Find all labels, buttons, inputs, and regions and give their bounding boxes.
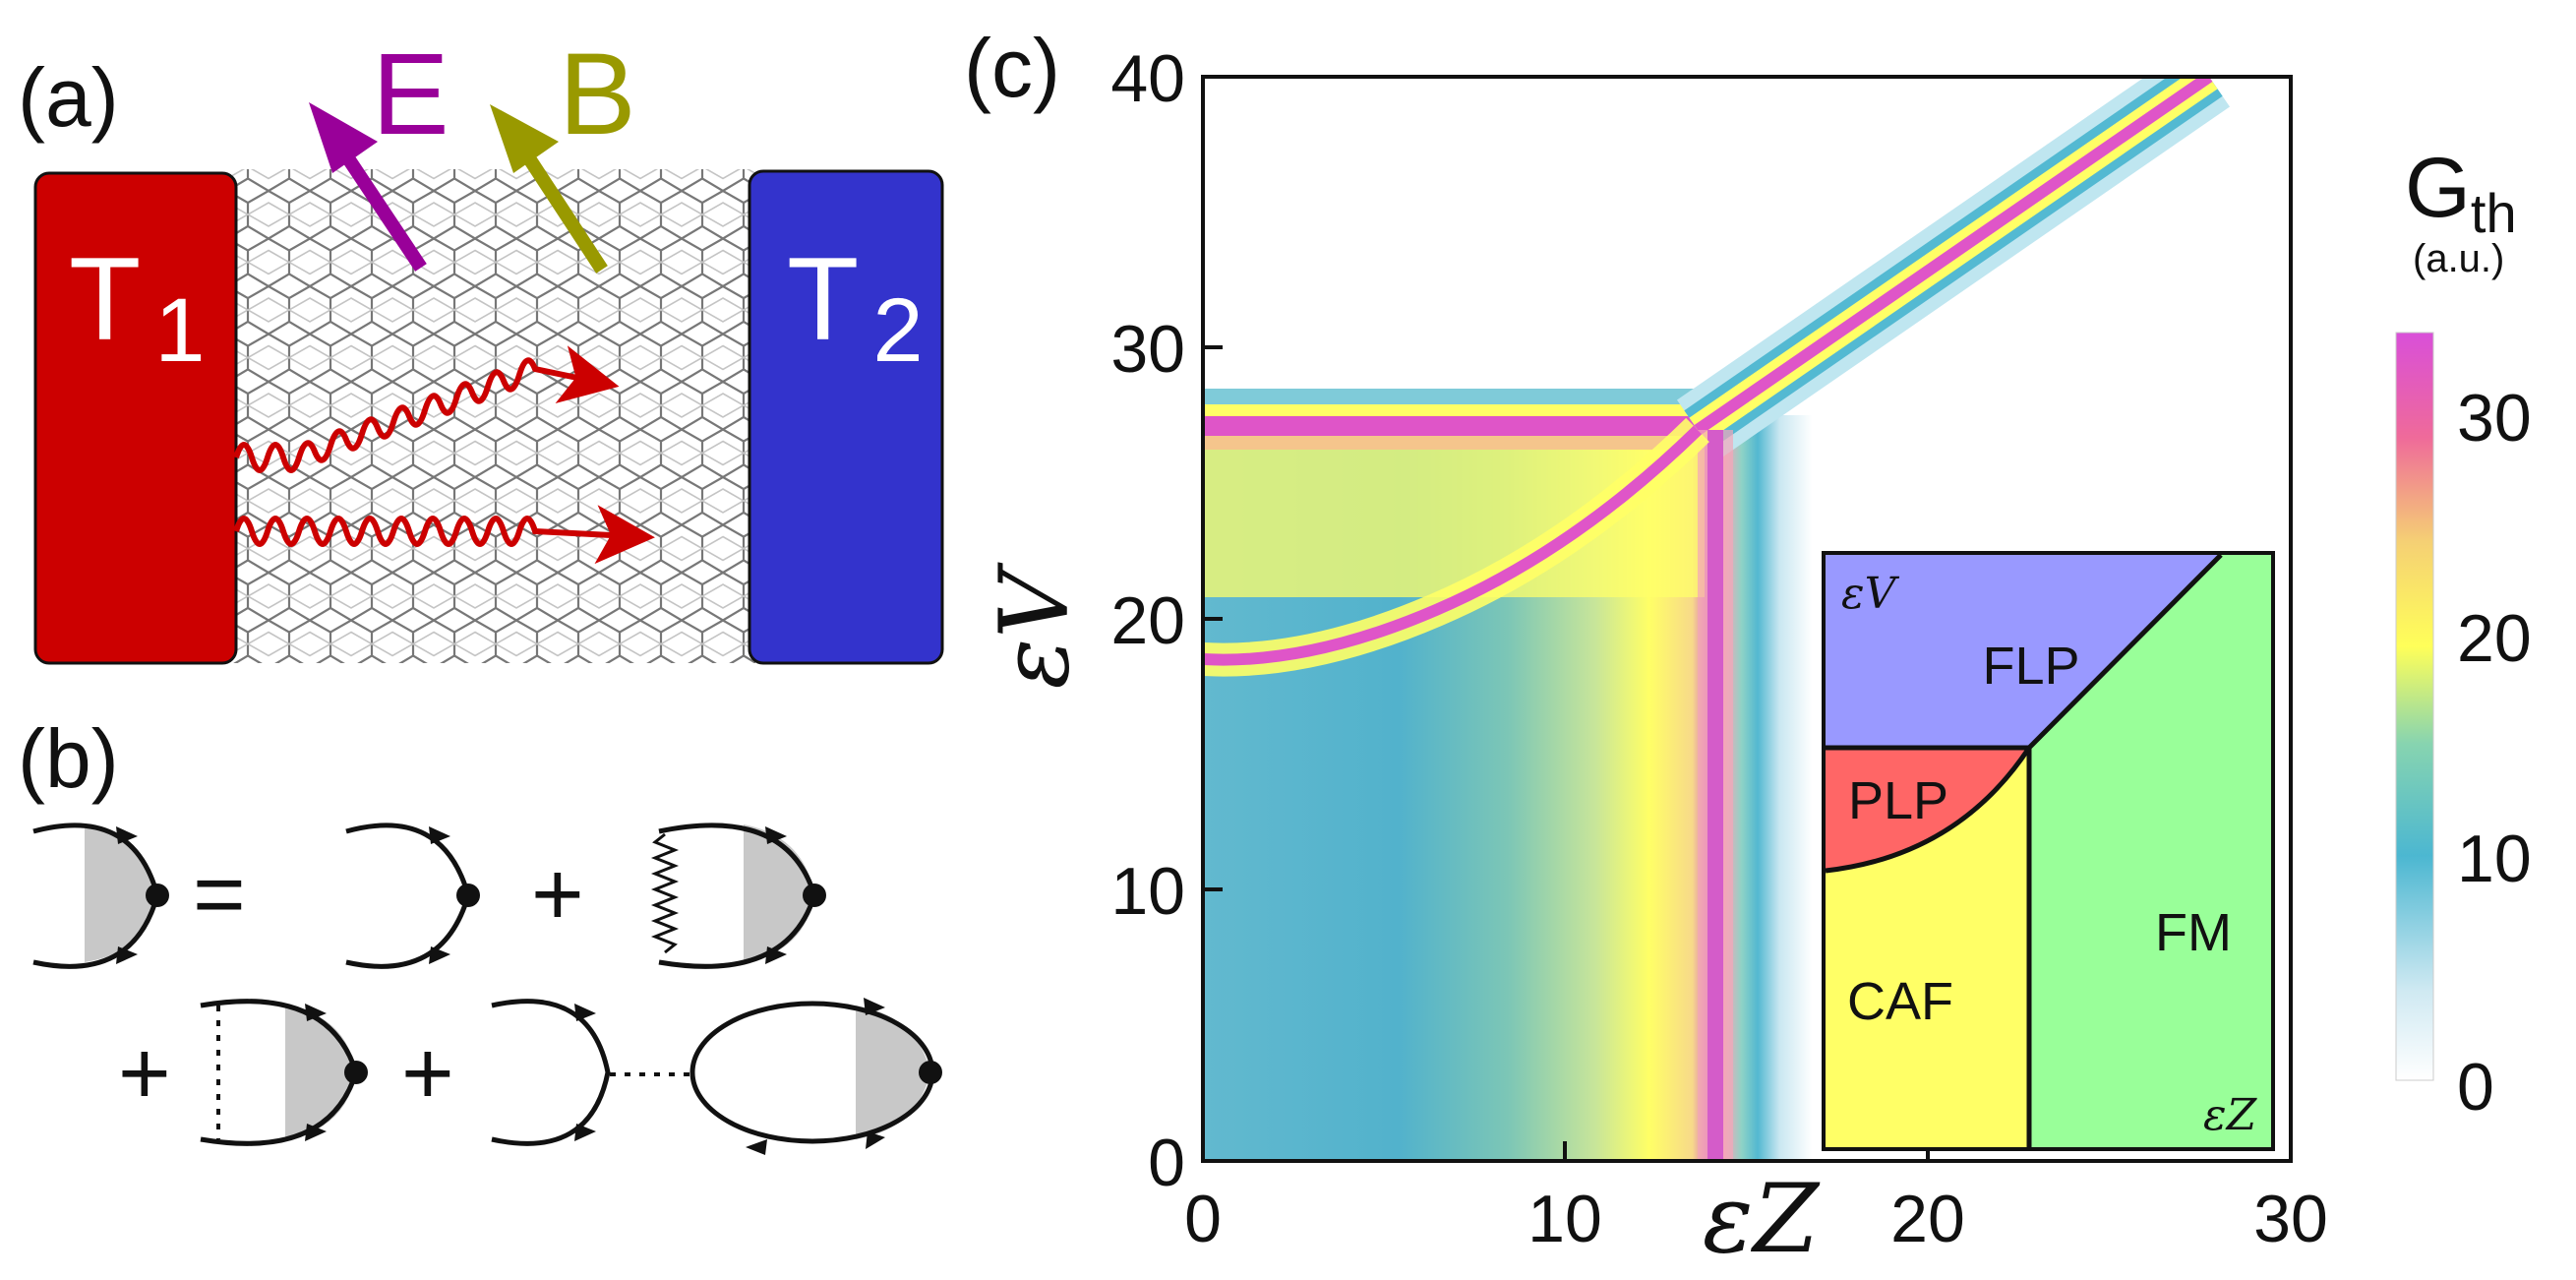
graphene-sheet — [232, 169, 755, 663]
inset-label-plp: PLP — [1848, 771, 1948, 830]
inset-label-flp: FLP — [1982, 637, 2079, 696]
left-lead-subscript: 1 — [154, 280, 205, 381]
inset-x-label: εZ — [2203, 1090, 2258, 1140]
colorbar-title: Gth — [2405, 141, 2517, 244]
region-plp — [1826, 748, 2029, 871]
region-flp — [1826, 555, 2221, 748]
plus-sign-1: + — [531, 844, 584, 945]
magnetic-field-label: B — [559, 30, 636, 159]
plus-sign-3: + — [401, 1023, 454, 1124]
x-axis-label: εZ — [1703, 1164, 1822, 1274]
right-lead-label: T — [787, 233, 859, 365]
inset-y-label: εV — [1841, 569, 1900, 619]
y-axis-label: εV — [980, 562, 1090, 690]
y-tick-label: 10 — [1110, 854, 1185, 929]
y-tick-label: 20 — [1110, 583, 1185, 658]
colorbar-tick-label: 30 — [2457, 381, 2532, 456]
x-tick-label: 20 — [1890, 1182, 1965, 1256]
y-tick-label: 30 — [1110, 312, 1185, 387]
diagram-ladder-vertex — [650, 823, 826, 969]
x-tick-label: 0 — [1184, 1182, 1222, 1256]
diagram-full-vertex — [32, 823, 169, 969]
electric-field-arrow: E — [309, 30, 449, 272]
left-lead-label: T — [69, 233, 141, 365]
colorbar-tick-label: 0 — [2457, 1050, 2494, 1125]
region-fm — [2029, 555, 2271, 1147]
plus-sign-2: + — [118, 1023, 171, 1124]
colorbar-unit: (a.u.) — [2413, 237, 2504, 280]
y-tick-label: 40 — [1110, 41, 1185, 116]
y-tick-label: 0 — [1148, 1126, 1185, 1200]
colorbar-tick-label: 10 — [2457, 822, 2532, 896]
inset-label-caf: CAF — [1847, 972, 1953, 1031]
magnon-wave-lower — [233, 505, 655, 565]
diagram-exchange-vertex — [200, 999, 368, 1146]
x-tick-label: 10 — [1528, 1182, 1602, 1256]
svg-text:T1: T1 — [69, 233, 205, 381]
magnetic-field-arrow: B — [490, 30, 636, 274]
phase-diagram-inset: FLP PLP CAF FM εV εZ — [1822, 551, 2275, 1151]
colorbar-tick-label: 20 — [2457, 601, 2532, 676]
diagram-bare-vertex — [345, 823, 480, 969]
panel-c-label: (c) — [964, 22, 1060, 114]
x-tick-label: 30 — [2253, 1182, 2328, 1256]
colorbar: Gth (a.u.) 0 10 20 30 — [2395, 141, 2532, 1125]
magnon-wave-upper — [233, 345, 620, 473]
panel-b-label: (b) — [18, 712, 119, 805]
diagram-bubble-chain — [491, 998, 942, 1155]
svg-text:T2: T2 — [787, 233, 923, 381]
equals-sign: = — [193, 844, 246, 945]
inset-label-fm: FM — [2155, 903, 2232, 962]
electric-field-label: E — [372, 30, 449, 159]
x-axis-ticks: 0 10 20 30 — [1184, 1141, 2328, 1256]
region-caf — [1826, 748, 2029, 1147]
panel-a-label: (a) — [18, 51, 119, 144]
right-lead-subscript: 2 — [872, 280, 923, 381]
y-axis-ticks: 0 10 20 30 40 — [1110, 41, 1223, 1200]
